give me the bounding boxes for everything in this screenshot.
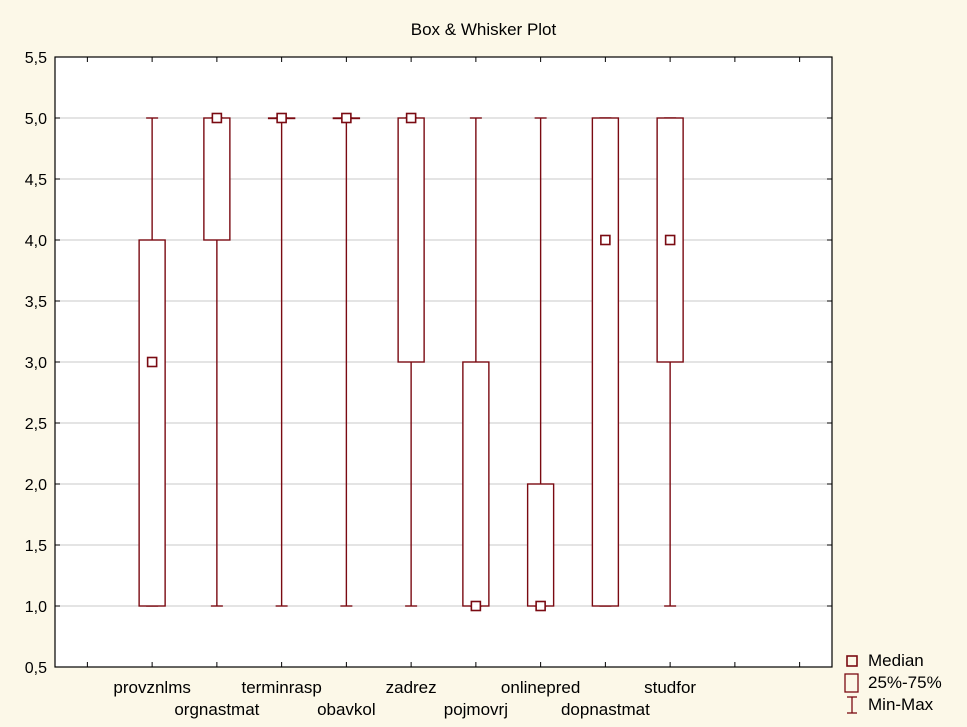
box-pojmovrj [462,117,490,612]
median-marker [470,600,482,612]
box-orgnastmat [203,112,231,607]
median-marker [341,112,352,124]
iqr-box [462,361,490,607]
box-marker-icon [844,673,859,693]
legend-item-box: 25%-75% [842,672,942,694]
y-tick-label: 4,5 [25,172,47,189]
median-marker [405,112,417,124]
legend-label-whisker: Min-Max [868,695,934,714]
x-tick-label: provznlms [113,678,190,697]
y-tick-label: 1,5 [25,538,47,555]
median-marker [146,356,158,368]
box-onlinepred [526,117,555,612]
median-marker-icon [846,655,858,667]
median-marker [211,112,223,124]
median-marker [600,234,611,246]
x-axis: provznlms orgnastmat terminrasp obavkol zadr… [86,57,801,719]
box-terminrasp [267,112,296,607]
legend-label-median: Median [868,651,924,670]
median-marker [535,600,546,612]
legend-item-whisker: Min-Max [842,694,942,716]
x-tick-label: dopnastmat [561,700,650,719]
box-dopnastmat [591,117,620,607]
median-marker [664,234,676,246]
whisker-marker-icon [847,696,857,714]
box-studfor [656,117,684,607]
boxes [138,112,684,612]
y-tick-label: 5,0 [25,111,47,128]
x-tick-label: zadrez [386,678,437,697]
x-tick-label: terminrasp [241,678,321,697]
legend: Median 25%-75% Min-Max [842,650,942,716]
iqr-box [397,117,425,363]
y-tick-label: 2,0 [25,477,47,494]
y-tick-label: 2,5 [25,416,47,433]
chart-title: Box & Whisker Plot [410,20,557,39]
x-tick-label: orgnastmat [174,700,259,719]
iqr-box [591,117,620,607]
box-provznlms [138,117,166,607]
y-tick-label: 5,5 [25,50,47,67]
legend-item-median: Median [842,650,942,672]
y-tick-label: 3,5 [25,294,47,311]
iqr-box [138,239,166,607]
median-marker [276,112,287,124]
grid-lines [55,117,832,607]
x-tick-label: obavkol [317,700,376,719]
box-zadrez [397,112,425,607]
y-tick-label: 3,0 [25,355,47,372]
y-tick-label: 0,5 [25,660,47,677]
x-tick-label: studfor [644,678,696,697]
x-tick-label: onlinepred [501,678,580,697]
iqr-box [203,117,231,241]
y-tick-label: 1,0 [25,599,47,616]
box-obavkol [332,112,361,607]
y-axis: 0,5 1,0 1,5 2,0 2,5 3,0 3,5 4,0 4,5 5,0 5,5 [25,50,832,677]
iqr-box [526,483,555,607]
x-tick-label: pojmovrj [444,700,508,719]
legend-label-box: 25%-75% [868,673,942,692]
y-tick-label: 4,0 [25,233,47,250]
